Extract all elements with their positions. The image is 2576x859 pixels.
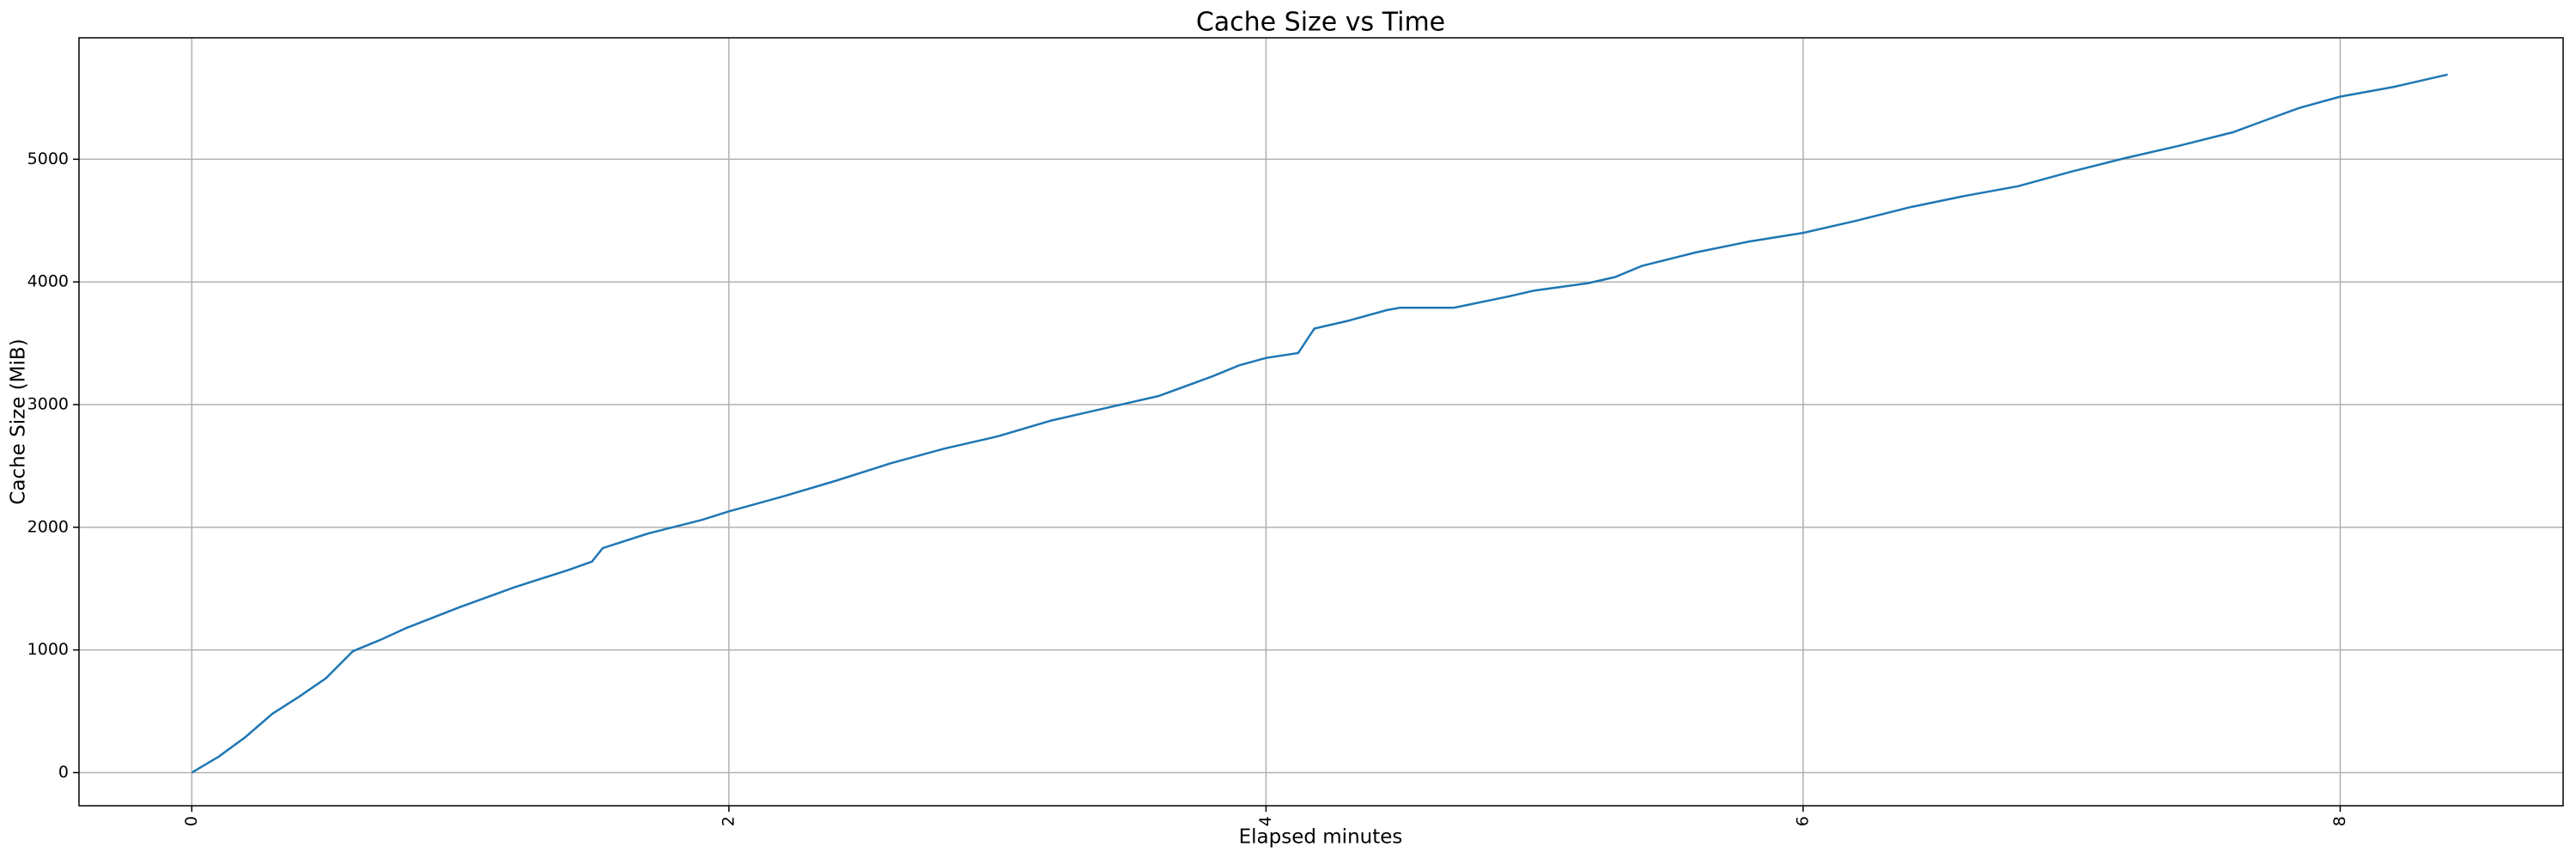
x-tick-label: 6 [1793,816,1812,826]
y-tick-label: 3000 [27,395,69,414]
y-axis-label: Cache Size (MiB) [8,338,30,504]
y-tick-label: 1000 [27,640,69,659]
x-tick-label: 2 [719,816,738,826]
chart-title: Cache Size vs Time [1196,8,1445,38]
x-axis-label: Elapsed minutes [1239,826,1403,849]
y-tick-label: 4000 [27,272,69,291]
y-tick-label: 5000 [27,149,69,168]
x-tick-label: 4 [1256,816,1275,826]
data-line [191,73,2448,774]
x-tick-label: 8 [2330,816,2349,826]
plot-frame [78,37,2564,807]
y-tick-label: 2000 [27,517,69,536]
x-tick-label: 0 [182,816,201,826]
y-tick-label: 0 [58,763,69,782]
